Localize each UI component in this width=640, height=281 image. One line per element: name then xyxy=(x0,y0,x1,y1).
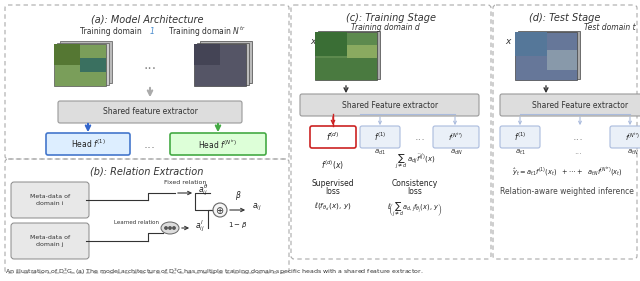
Circle shape xyxy=(213,203,227,217)
Text: $a_{t1}$: $a_{t1}$ xyxy=(515,148,525,157)
Bar xyxy=(315,58,377,80)
FancyBboxPatch shape xyxy=(360,126,400,148)
Text: x: x xyxy=(505,37,510,46)
Bar xyxy=(194,44,220,65)
Text: ...: ... xyxy=(573,132,584,142)
Bar xyxy=(518,31,580,79)
Bar xyxy=(54,44,80,65)
Text: loss: loss xyxy=(408,187,422,196)
Circle shape xyxy=(169,227,172,229)
Text: $a_{dN}$: $a_{dN}$ xyxy=(449,148,463,157)
Text: $a_{ij}^{\theta}$: $a_{ij}^{\theta}$ xyxy=(198,182,208,198)
Text: Shared Feature extractor: Shared Feature extractor xyxy=(342,101,438,110)
Text: $f^{(1)}$: $f^{(1)}$ xyxy=(374,131,387,143)
Bar xyxy=(80,58,106,72)
Text: Shared feature extractor: Shared feature extractor xyxy=(102,108,197,117)
Text: Supervised: Supervised xyxy=(312,178,355,187)
Bar xyxy=(194,44,246,86)
Text: $a_{tN}$: $a_{tN}$ xyxy=(627,148,639,157)
Text: (d): Test Stage: (d): Test Stage xyxy=(529,13,601,23)
Text: loss: loss xyxy=(326,187,340,196)
Bar xyxy=(318,31,380,79)
Text: $f^{(d)}(x)$: $f^{(d)}(x)$ xyxy=(321,158,344,172)
FancyBboxPatch shape xyxy=(46,133,130,155)
Bar xyxy=(315,32,377,80)
Text: ...: ... xyxy=(416,148,424,157)
Text: $a_{ij}$: $a_{ij}$ xyxy=(252,201,262,212)
Text: $\hat{y}_t = a_{t1}f^{(1)}(x_t)\ \ +\cdots+\ \ a_{tN}f^{(N^{tr})}(x_t)$: $\hat{y}_t = a_{t1}f^{(1)}(x_t)\ \ +\cdo… xyxy=(511,166,622,178)
Circle shape xyxy=(173,227,175,229)
Text: $f^{(d)}$: $f^{(d)}$ xyxy=(326,131,340,143)
FancyBboxPatch shape xyxy=(310,126,356,148)
Ellipse shape xyxy=(161,222,179,234)
Bar xyxy=(547,50,577,70)
Text: $f^{(1)}$: $f^{(1)}$ xyxy=(514,131,526,143)
Text: Training domain d: Training domain d xyxy=(351,24,420,33)
Text: $a_{d1}$: $a_{d1}$ xyxy=(374,148,386,157)
Text: 1: 1 xyxy=(150,28,155,37)
Text: Head $f^{(N^{tr})}$: Head $f^{(N^{tr})}$ xyxy=(198,137,237,151)
FancyBboxPatch shape xyxy=(11,182,89,218)
Text: ...: ... xyxy=(415,132,426,142)
Text: $f^{(N^{tr})}$: $f^{(N^{tr})}$ xyxy=(449,131,463,143)
FancyBboxPatch shape xyxy=(500,94,640,116)
Text: Shared Feature extractor: Shared Feature extractor xyxy=(532,101,628,110)
Bar xyxy=(197,43,249,85)
Text: ...: ... xyxy=(143,58,157,72)
Text: $\sum_{j\neq d}\,a_{dj}f^{(j)}(x)$: $\sum_{j\neq d}\,a_{dj}f^{(j)}(x)$ xyxy=(395,153,435,172)
FancyBboxPatch shape xyxy=(58,101,242,123)
Text: ...: ... xyxy=(574,148,582,157)
Text: Test domain t: Test domain t xyxy=(584,24,636,33)
FancyBboxPatch shape xyxy=(170,133,266,155)
Text: $1-\beta$: $1-\beta$ xyxy=(228,220,248,230)
FancyBboxPatch shape xyxy=(300,94,479,116)
FancyBboxPatch shape xyxy=(433,126,479,148)
FancyBboxPatch shape xyxy=(11,223,89,259)
FancyBboxPatch shape xyxy=(610,126,640,148)
Text: Fixed relation: Fixed relation xyxy=(164,180,206,185)
Bar xyxy=(54,44,106,86)
Text: Head $f^{(1)}$: Head $f^{(1)}$ xyxy=(70,138,106,150)
Text: ...: ... xyxy=(144,137,156,151)
Text: (a): Model Architecture: (a): Model Architecture xyxy=(91,15,204,25)
Bar xyxy=(347,45,377,61)
Bar xyxy=(515,32,547,56)
Bar xyxy=(200,41,252,83)
Text: x: x xyxy=(310,37,316,46)
Text: $\ell\!\left(\sum_{j\neq d}a_{d,j}f_{\theta_j}(x),\,y\right)$: $\ell\!\left(\sum_{j\neq d}a_{d,j}f_{\th… xyxy=(387,200,443,219)
FancyBboxPatch shape xyxy=(500,126,540,148)
Text: An illustration of D$^3$G. (a) The model architecture of D$^3$G has multiple tra: An illustration of D$^3$G. (a) The model… xyxy=(5,267,424,277)
Circle shape xyxy=(165,227,167,229)
Text: Relation-aware weighted inference: Relation-aware weighted inference xyxy=(500,187,634,196)
Text: Consistency: Consistency xyxy=(392,178,438,187)
Text: $f^{(N^{tr})}$: $f^{(N^{tr})}$ xyxy=(625,131,640,143)
Text: $\oplus$: $\oplus$ xyxy=(216,205,225,216)
Text: Training domain $N^{tr}$: Training domain $N^{tr}$ xyxy=(168,25,246,39)
Text: Training domain: Training domain xyxy=(80,28,144,37)
Bar xyxy=(57,43,109,85)
Bar xyxy=(315,32,347,56)
Text: $\ell(f_{\theta_d}(x),\,y)$: $\ell(f_{\theta_d}(x),\,y)$ xyxy=(314,201,352,213)
Text: (b): Relation Extraction: (b): Relation Extraction xyxy=(90,167,204,177)
Text: $\beta$: $\beta$ xyxy=(235,189,241,201)
Bar xyxy=(60,41,112,83)
Text: Meta-data of
domain i: Meta-data of domain i xyxy=(30,194,70,206)
Text: $a_{ij}^{l}$: $a_{ij}^{l}$ xyxy=(195,218,205,234)
Text: Meta-data of
domain j: Meta-data of domain j xyxy=(30,235,70,247)
Bar xyxy=(515,32,577,80)
Text: Learned relation: Learned relation xyxy=(113,219,159,225)
Text: (c): Training Stage: (c): Training Stage xyxy=(346,13,436,23)
